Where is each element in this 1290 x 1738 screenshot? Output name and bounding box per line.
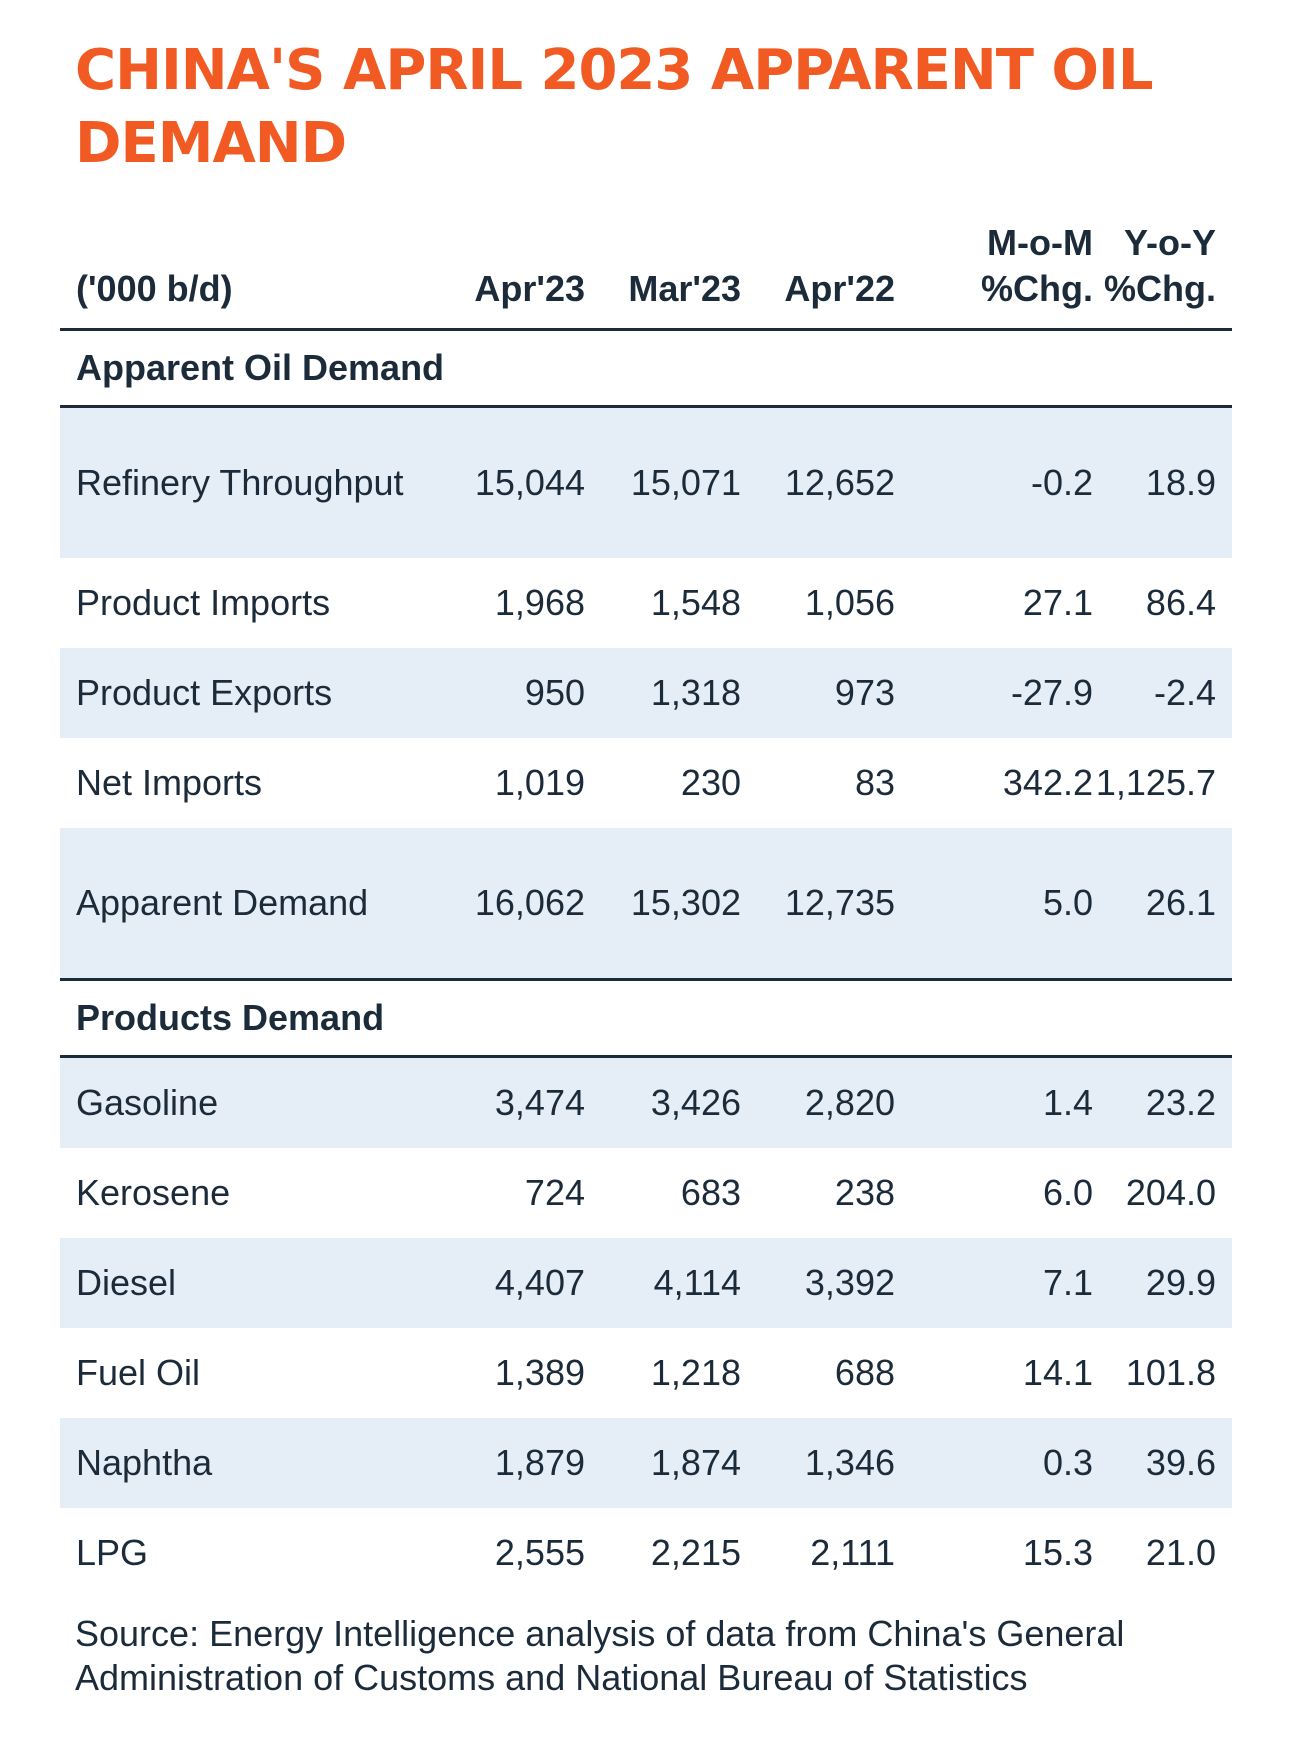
cell-yoy: 204.0 [1125,1172,1216,1213]
cell-apr22: 688 [834,1352,895,1393]
cell-yoy: 29.9 [1093,1238,1232,1328]
cell-apr23: 16,062 [405,828,585,981]
cell-mar23: 1,218 [650,1352,741,1393]
table-row: Product Imports 1,968 1,548 1,056 27.1 86.4 [60,558,1232,648]
cell-apr22: 83 [854,762,895,803]
cell-mom: 15.3 [1022,1532,1093,1573]
cell-apr23: 950 [405,648,585,738]
unit-label: ('000 b/d) [60,220,405,331]
cell-yoy: 23.2 [1093,1056,1232,1148]
cell-mom: 5.0 [895,828,1093,981]
cell-yoy: 21.0 [1145,1532,1216,1573]
cell-yoy: 18.9 [1093,406,1232,558]
cell-mar23: 4,114 [585,1238,743,1328]
table-header-row: ('000 b/d) Apr'23 Mar'23 Apr'22 M-o-M %Ch… [60,220,1232,331]
cell-mar23: 15,071 [585,406,743,558]
section-header-row: Apparent Oil Demand [60,329,1232,408]
cell-apr23: 724 [524,1172,585,1213]
cell-mar23: 683 [680,1172,741,1213]
section-title: Apparent Oil Demand [60,329,1232,408]
oil-demand-table: ('000 b/d) Apr'23 Mar'23 Apr'22 M-o-M %Ch… [60,220,1232,1598]
row-label: Fuel Oil [76,1352,201,1393]
cell-mom: 6.0 [1042,1172,1093,1213]
cell-mar23: 2,215 [650,1532,741,1573]
table-row: Apparent Demand 16,062 15,302 12,735 5.0 26.1 [60,828,1232,981]
cell-mar23: 15,302 [585,828,743,981]
cell-mar23: 3,426 [585,1056,743,1148]
table-row: Kerosene 724 683 238 6.0 204.0 [60,1148,1232,1238]
cell-apr22: 1,346 [743,1418,895,1508]
cell-mar23: 1,318 [585,648,743,738]
cell-mom: 1.4 [895,1056,1093,1148]
cell-apr23: 3,474 [405,1056,585,1148]
cell-apr22: 1,056 [804,582,895,623]
column-header-apr22: Apr'22 [743,220,895,331]
table-row: LPG 2,555 2,215 2,111 15.3 21.0 [60,1508,1232,1598]
row-label: Product Exports [60,648,405,738]
cell-mar23: 1,548 [650,582,741,623]
table-row: Diesel 4,407 4,114 3,392 7.1 29.9 [60,1238,1232,1328]
table-row: Naphtha 1,879 1,874 1,346 0.3 39.6 [60,1418,1232,1508]
cell-apr22: 973 [743,648,895,738]
cell-mom: -0.2 [895,406,1093,558]
row-label: Gasoline [60,1056,405,1148]
cell-apr23: 1,019 [494,762,585,803]
column-header-mar23: Mar'23 [585,220,743,331]
row-label: Kerosene [76,1172,231,1213]
column-header-mom: M-o-M %Chg. [895,220,1093,331]
cell-apr22: 238 [834,1172,895,1213]
cell-apr23: 1,389 [494,1352,585,1393]
cell-yoy: 86.4 [1145,582,1216,623]
source-note: Source: Energy Intelligence analysis of … [75,1613,1125,1698]
cell-apr23: 4,407 [405,1238,585,1328]
cell-apr22: 2,820 [743,1056,895,1148]
row-label: Diesel [60,1238,405,1328]
cell-apr23: 1,879 [405,1418,585,1508]
section-title: Products Demand [60,979,1232,1058]
row-label: Net Imports [76,762,263,803]
row-label: Naphtha [60,1418,405,1508]
cell-yoy: -2.4 [1093,648,1232,738]
cell-yoy: 1,125.7 [1095,762,1216,803]
cell-mar23: 1,874 [585,1418,743,1508]
cell-apr23: 1,968 [494,582,585,623]
cell-mom: 342.2 [1002,762,1093,803]
cell-apr22: 3,392 [743,1238,895,1328]
table-row: Refinery Throughput 15,044 15,071 12,652 -0.… [60,406,1232,558]
row-label: Refinery Throughput [60,406,405,558]
chart-title: CHINA'S APRIL 2023 APPARENT OIL DEMAND [75,38,1154,176]
cell-mom: 14.1 [1022,1352,1093,1393]
table-row: Fuel Oil 1,389 1,218 688 14.1 101.8 [60,1328,1232,1418]
cell-apr22: 12,735 [743,828,895,981]
row-label: Apparent Demand [60,828,405,981]
row-label: Product Imports [76,582,331,623]
table-body: Apparent Oil Demand Refinery Throughput 15… [60,329,1232,1599]
cell-yoy: 101.8 [1125,1352,1216,1393]
table-row: Gasoline 3,474 3,426 2,820 1.4 23.2 [60,1056,1232,1148]
column-header-apr23: Apr'23 [405,220,585,331]
table-row: Product Exports 950 1,318 973 -27.9 -2.4 [60,648,1232,738]
cell-mom: -27.9 [895,648,1093,738]
cell-yoy: 26.1 [1093,828,1232,981]
table-row: Net Imports 1,019 230 83 342.2 1,125.7 [60,738,1232,828]
cell-apr23: 2,555 [494,1532,585,1573]
cell-apr22: 2,111 [810,1532,895,1573]
row-label: LPG [76,1532,149,1573]
cell-apr23: 15,044 [405,406,585,558]
cell-mom: 7.1 [895,1238,1093,1328]
cell-mom: 27.1 [1022,582,1093,623]
cell-yoy: 39.6 [1093,1418,1232,1508]
cell-apr22: 12,652 [743,406,895,558]
section-header-row: Products Demand [60,979,1232,1058]
column-header-yoy: Y-o-Y %Chg. [1093,220,1232,331]
cell-mar23: 230 [680,762,741,803]
cell-mom: 0.3 [895,1418,1093,1508]
